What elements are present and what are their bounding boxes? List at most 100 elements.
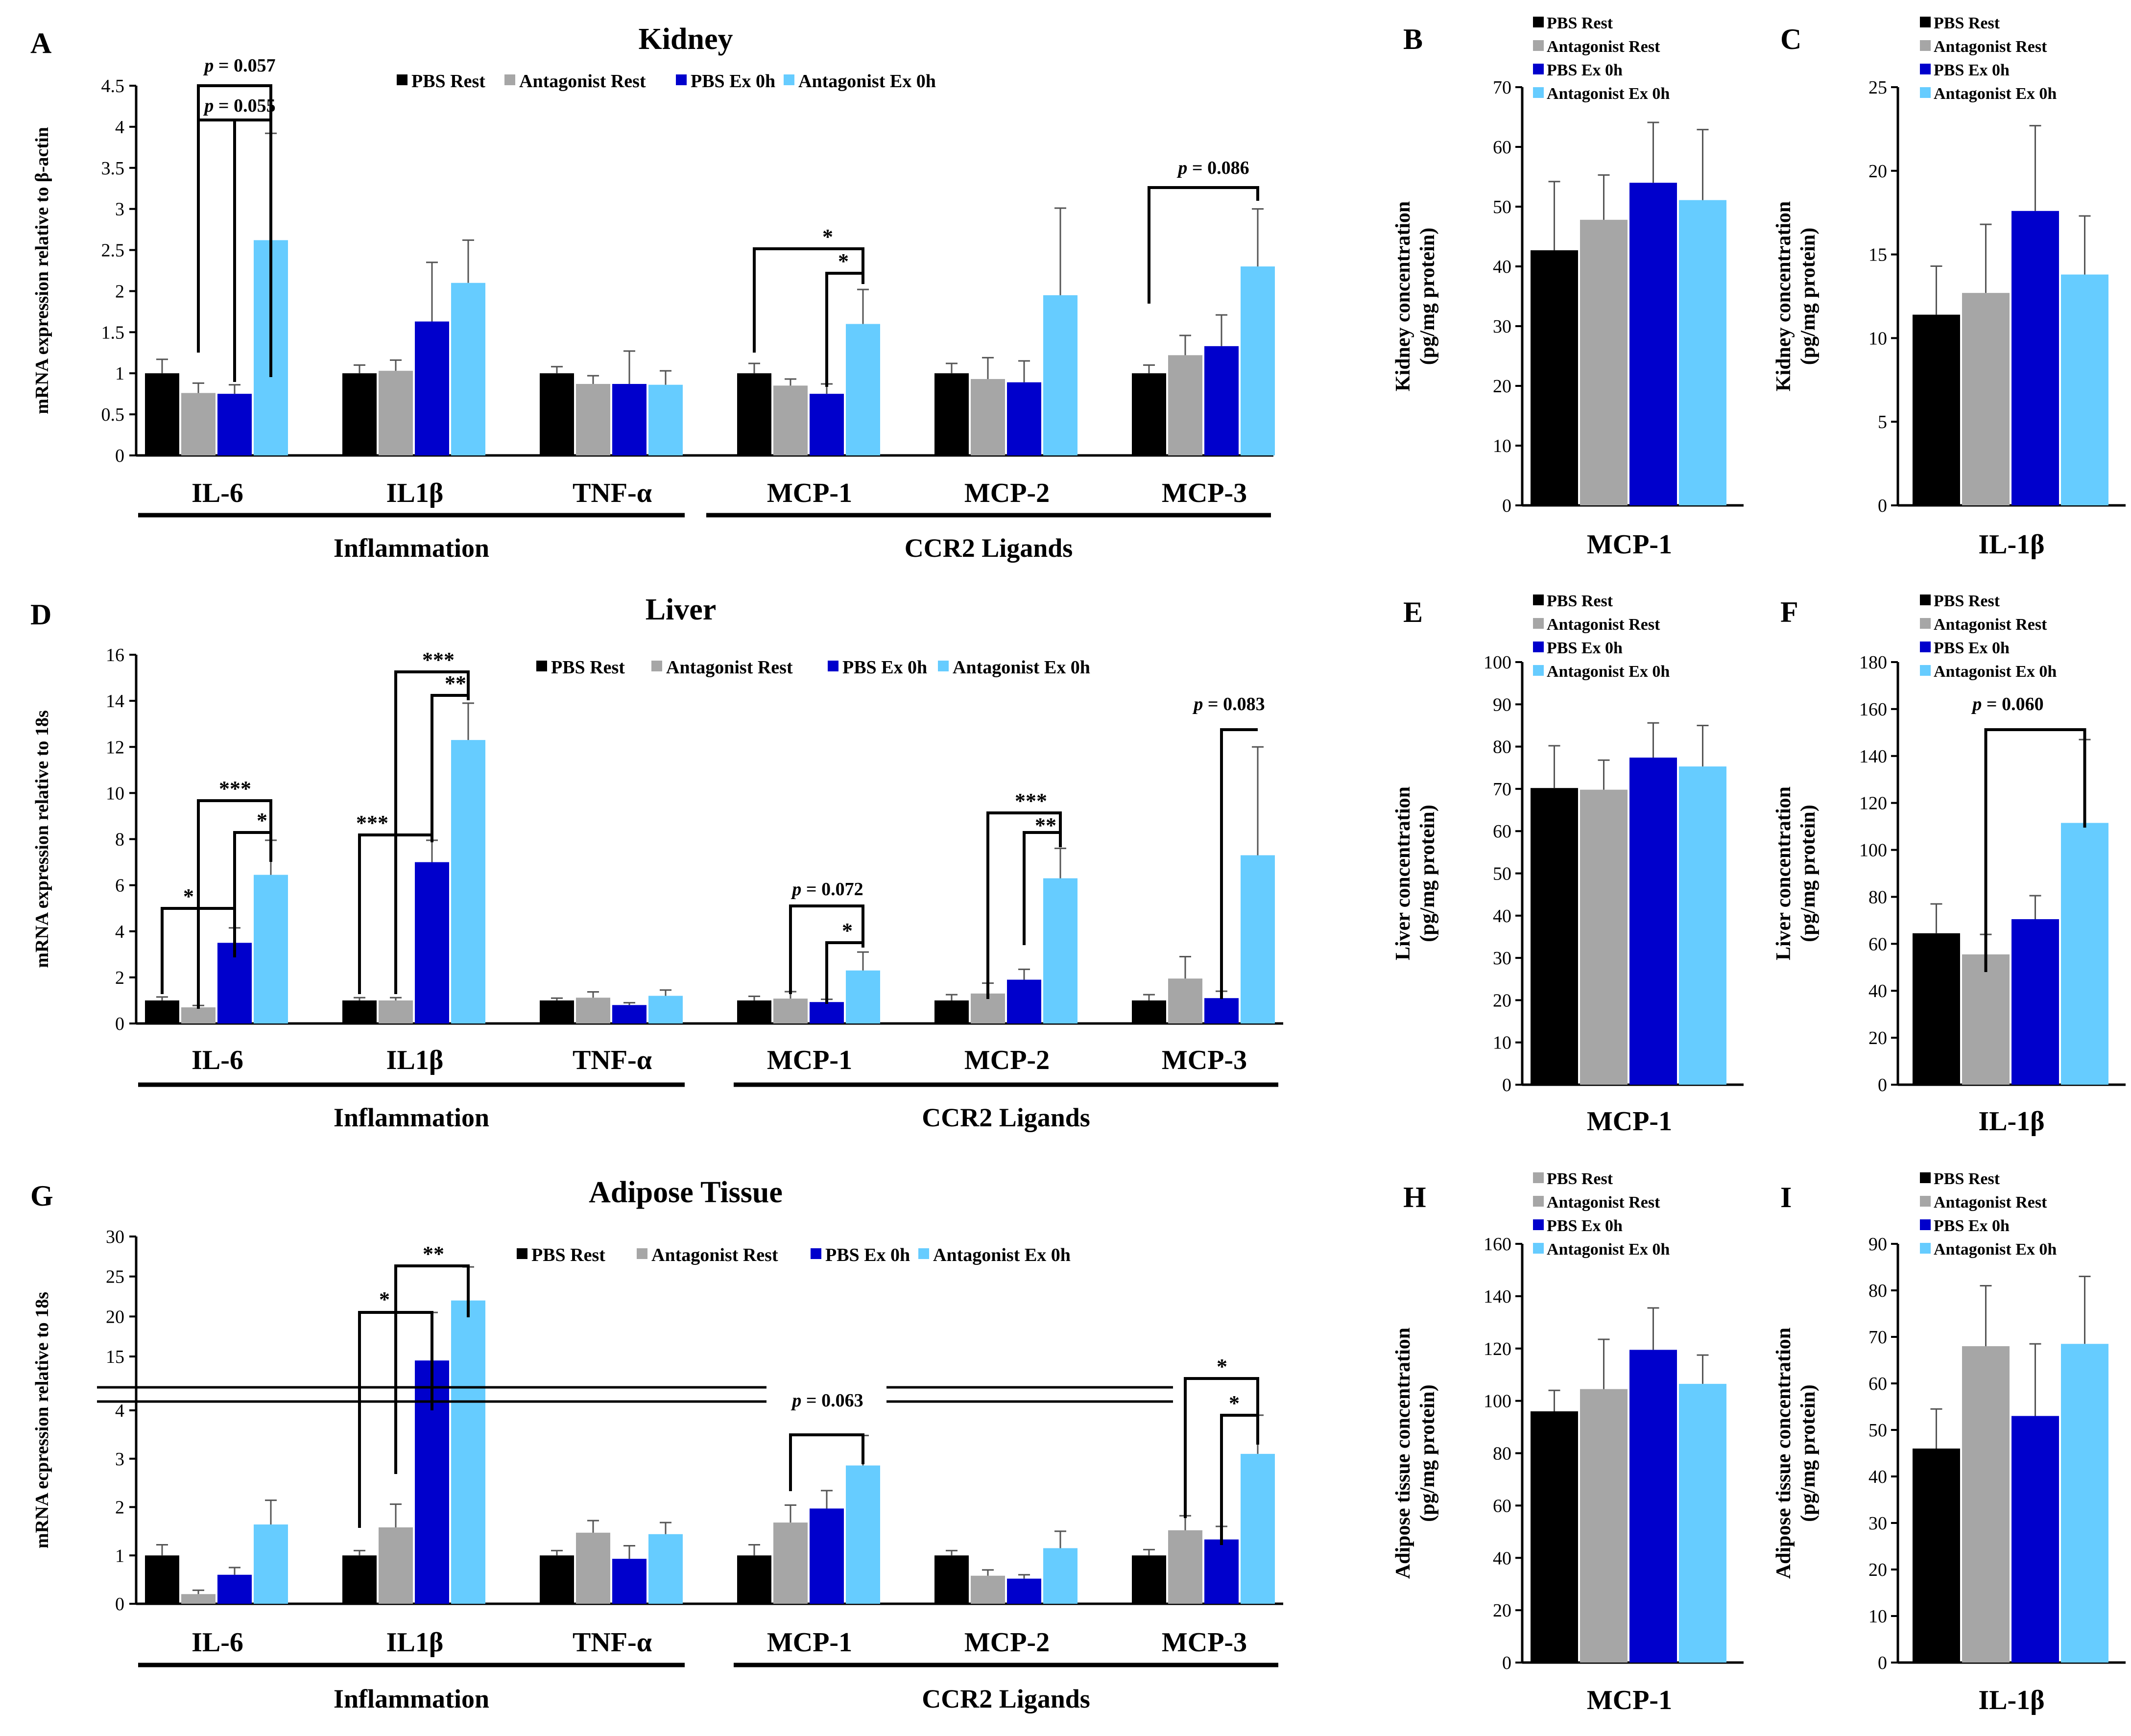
bar <box>1241 855 1275 1023</box>
bar <box>415 862 449 1023</box>
significance-star: *** <box>422 648 455 672</box>
category-label: IL1β <box>386 1045 444 1075</box>
legend-swatch <box>1920 40 1931 51</box>
y-tick-label: 2 <box>115 1498 124 1518</box>
legend: PBS Rest Antagonist Rest PBS Ex 0h Antagoni… <box>1920 1170 2057 1259</box>
sig-bracket <box>753 247 864 353</box>
bar <box>810 394 844 455</box>
category-label: MCP-2 <box>964 478 1050 508</box>
y-tick-label: 50 <box>1493 864 1511 884</box>
bar <box>1241 1453 1275 1604</box>
bar <box>2061 274 2108 505</box>
legend-swatch <box>1533 1172 1544 1183</box>
legend-label: PBS Rest <box>1547 14 1613 32</box>
sig-bracket <box>394 670 470 994</box>
legend-swatch <box>918 1248 929 1259</box>
y-tick-label: 30 <box>1868 1513 1887 1534</box>
y-tick-label: 50 <box>1868 1420 1887 1441</box>
bar <box>451 1300 485 1604</box>
bar <box>181 1007 215 1023</box>
bar <box>576 384 610 455</box>
bar <box>1168 355 1202 455</box>
panel-letter: E <box>1403 596 1423 628</box>
bar <box>1913 314 1960 505</box>
y-tick-label: 100 <box>1859 840 1887 861</box>
bar <box>342 373 377 455</box>
y-tick-label: 25 <box>106 1267 124 1287</box>
panel-letter: F <box>1780 596 1798 628</box>
legend-label: PBS Rest <box>1934 14 2000 32</box>
bar <box>612 1559 646 1604</box>
panel-letter: B <box>1403 23 1423 55</box>
y-tick-label: 0.5 <box>101 404 125 425</box>
sig-bracket <box>825 272 864 387</box>
bar <box>1629 758 1677 1085</box>
bar <box>737 1555 771 1604</box>
legend-swatch <box>1533 17 1544 27</box>
bar <box>1962 954 2010 1085</box>
legend-swatch <box>1920 1196 1931 1207</box>
legend-label: Antagonist Rest <box>519 71 646 92</box>
legend-swatch <box>1533 1196 1544 1207</box>
bar <box>1241 266 1275 455</box>
panel-F: F PBS Rest Antagonist Rest PBS Ex 0h Antagon… <box>1772 592 2126 1137</box>
category-label: MCP-1 <box>767 478 852 508</box>
significance-star: ** <box>445 671 466 695</box>
legend-label: PBS Rest <box>1547 592 1613 610</box>
y-tick-label: 0 <box>115 1594 124 1615</box>
category-label: MCP-1 <box>767 1045 852 1075</box>
y-axis-label: Kidney concentration <box>1772 201 1795 391</box>
y-tick-label: 2.5 <box>101 240 125 261</box>
legend-label: PBS Ex 0h <box>1547 639 1623 657</box>
group-label: CCR2 Ligands <box>922 1103 1090 1132</box>
category-label: MCP-2 <box>964 1627 1050 1658</box>
bar <box>1962 1346 2010 1663</box>
panel-E: E PBS Rest Antagonist Rest PBS Ex 0h Antagon… <box>1392 592 1744 1137</box>
significance-star: *** <box>356 811 388 835</box>
bar <box>2061 823 2108 1085</box>
category-label: MCP-1 <box>767 1627 852 1658</box>
p-value-label: p = 0.063 <box>790 1390 863 1411</box>
y-tick-label: 20 <box>106 1307 124 1327</box>
y-tick-label: 90 <box>1493 694 1511 715</box>
legend: PBS Rest Antagonist Rest PBS Ex 0h Antagoni… <box>1920 14 2057 103</box>
y-tick-label: 30 <box>106 1227 124 1247</box>
bar <box>576 998 610 1023</box>
legend-label: Antagonist Ex 0h <box>1934 85 2057 103</box>
legend-label: Antagonist Rest <box>1934 38 2047 56</box>
p-value-label: p = 0.083 <box>1192 694 1265 714</box>
sig-bracket <box>986 811 1062 999</box>
significance-star: * <box>183 884 194 908</box>
y-axis-label: mRNA expression relative to β-actin <box>32 127 52 414</box>
legend-label: PBS Ex 0h <box>1934 1217 2010 1235</box>
category-label: IL-6 <box>192 478 243 508</box>
bar <box>612 384 646 455</box>
bar <box>379 371 413 455</box>
y-tick-label: 40 <box>1868 1467 1887 1487</box>
bar <box>254 875 288 1023</box>
significance-star: *** <box>1015 789 1047 813</box>
legend-label: PBS Rest <box>1934 1170 2000 1188</box>
legend-label: Antagonist Rest <box>651 1245 778 1265</box>
y-tick-label: 4.5 <box>101 76 125 96</box>
legend-label: Antagonist Ex 0h <box>953 657 1090 678</box>
y-tick-label: 60 <box>1493 821 1511 842</box>
y-tick-label: 5 <box>1878 412 1887 432</box>
panel-letter: A <box>30 27 51 59</box>
sig-bracket <box>1984 728 2086 972</box>
legend-label: PBS Rest <box>551 657 625 678</box>
bar <box>2011 919 2059 1085</box>
y-axis-label: Liver concentration <box>1772 786 1795 960</box>
legend-swatch <box>517 1248 527 1259</box>
group-label: Inflammation <box>334 533 489 563</box>
legend-swatch <box>1533 1219 1544 1230</box>
significance-star: * <box>842 919 853 943</box>
bar <box>934 1555 969 1604</box>
bar <box>971 379 1005 455</box>
y-tick-label: 20 <box>1868 1028 1887 1048</box>
bar <box>379 1527 413 1604</box>
legend-label: PBS Ex 0h <box>825 1245 910 1265</box>
category-label: MCP-3 <box>1162 1627 1247 1658</box>
y-tick-label: 0 <box>1878 496 1887 516</box>
bar <box>415 321 449 455</box>
